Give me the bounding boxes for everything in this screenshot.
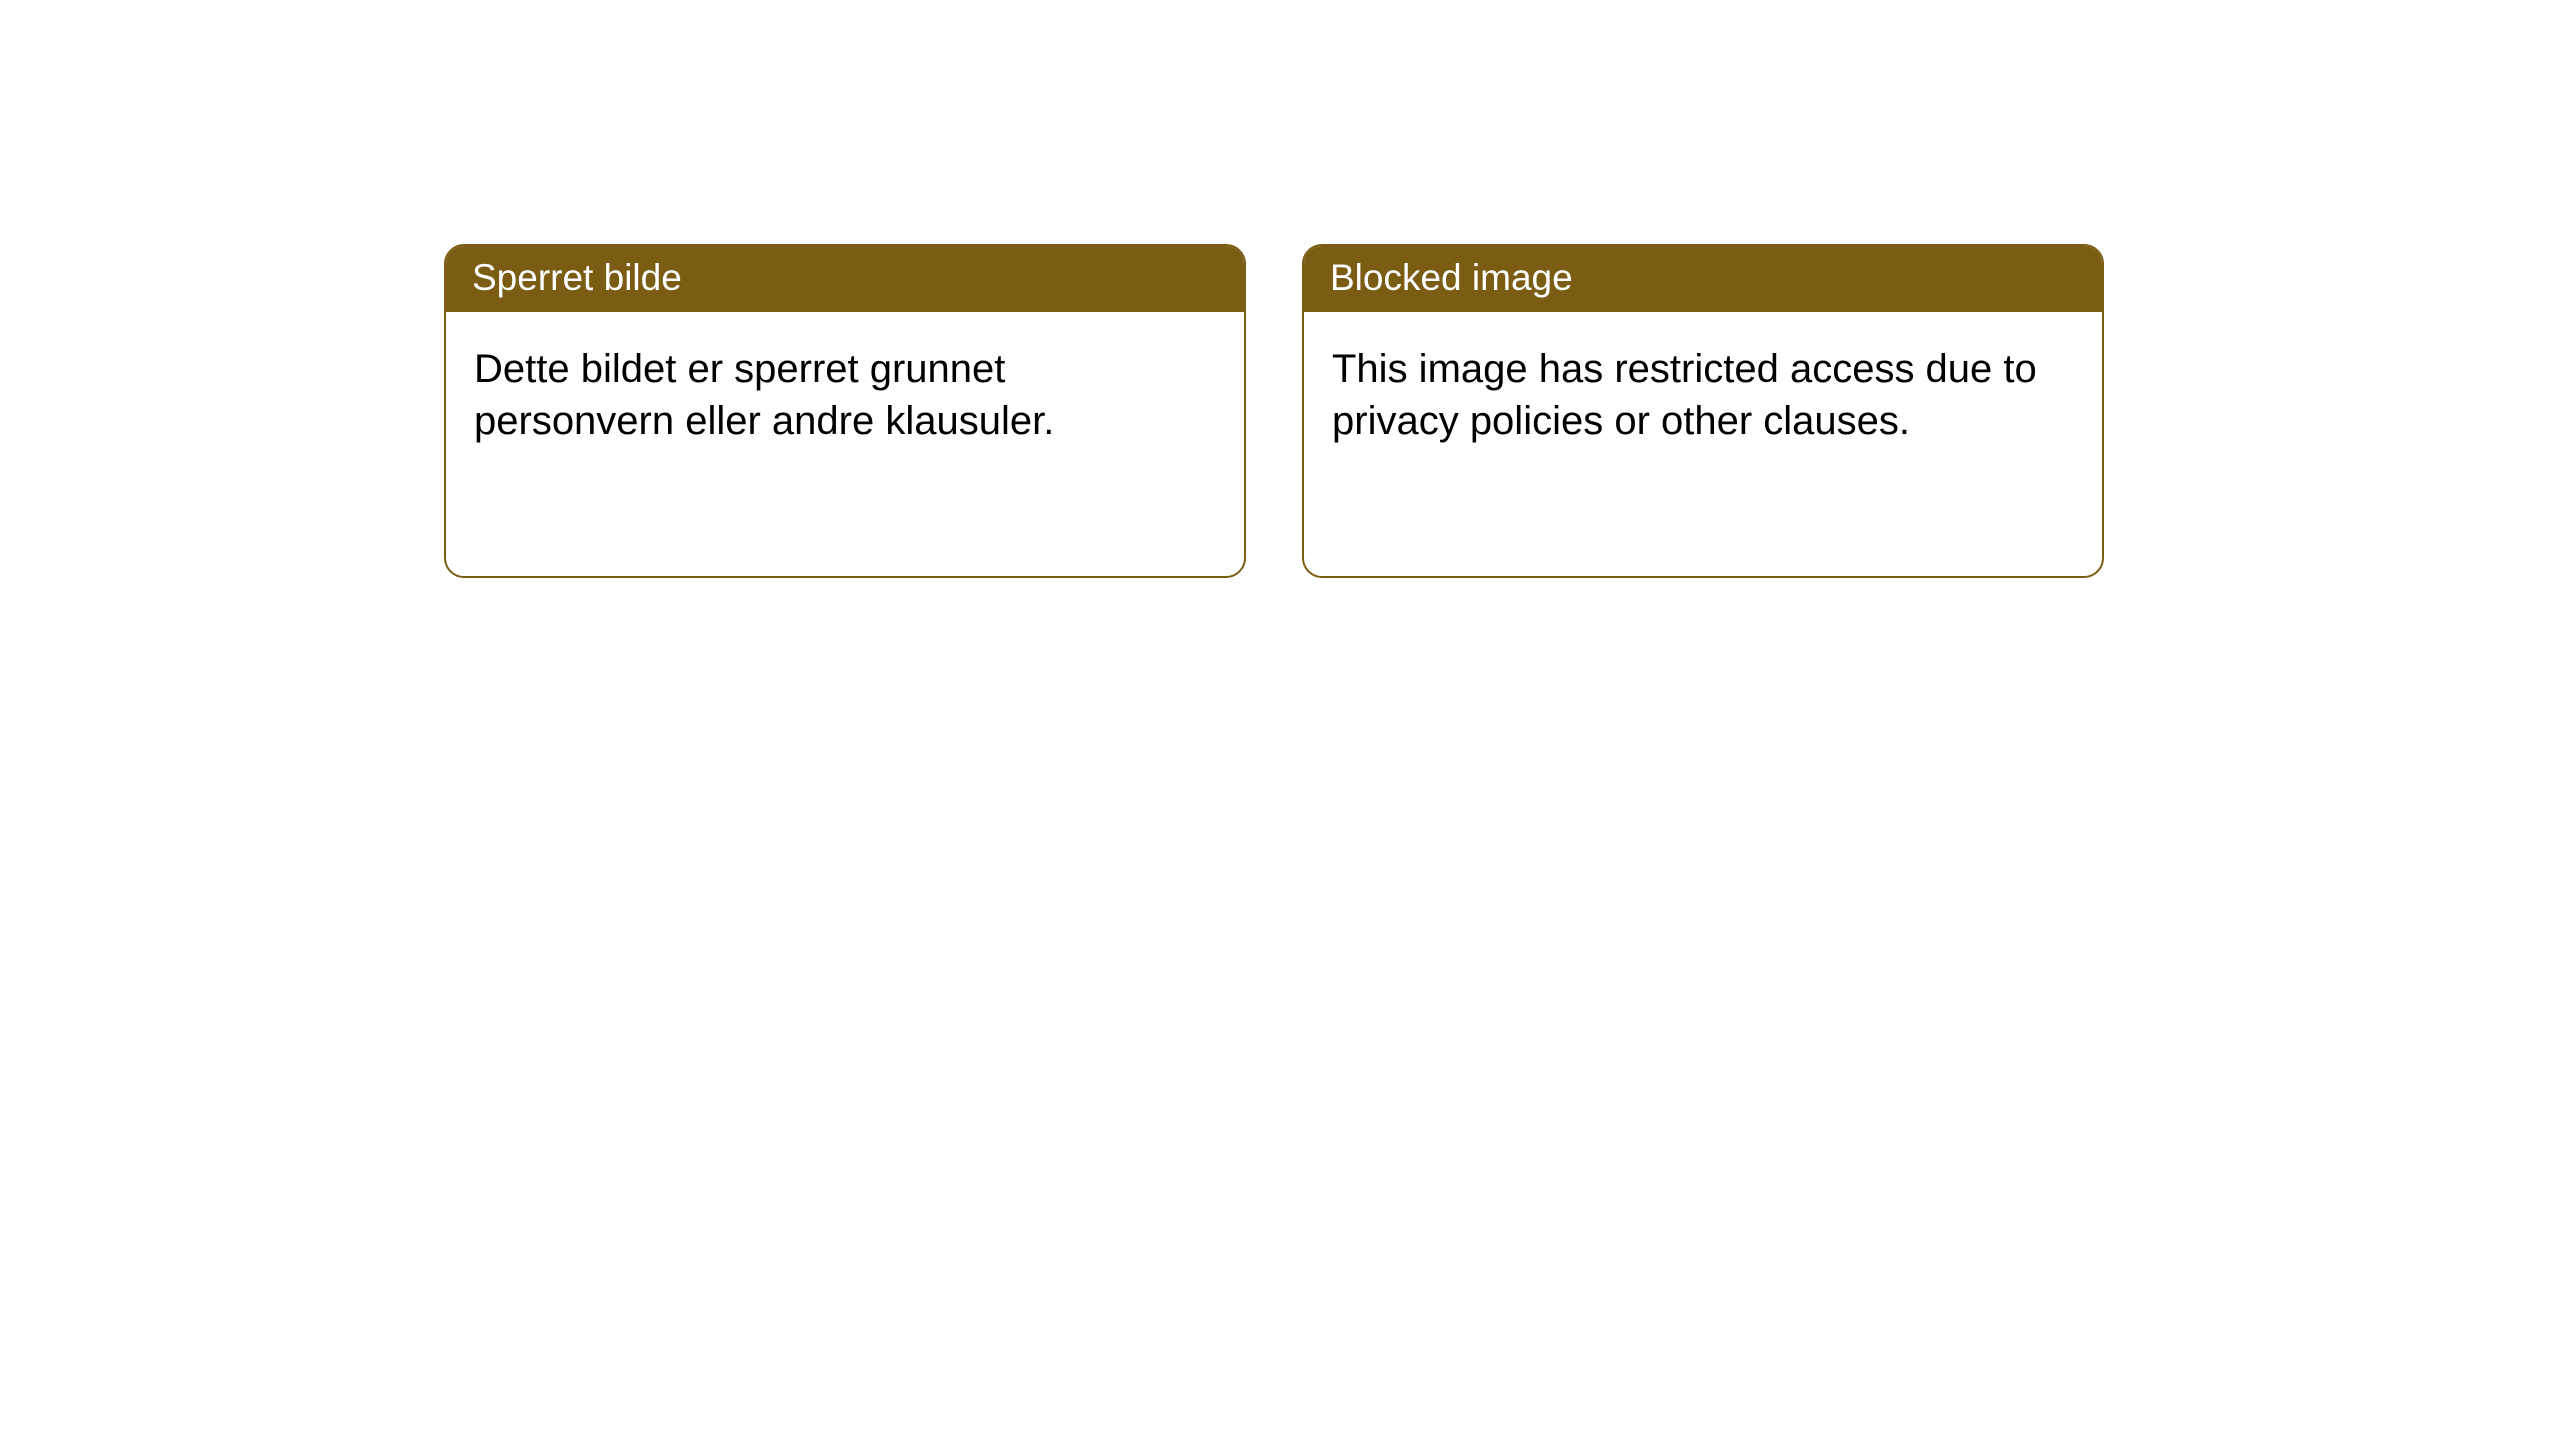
card-body: This image has restricted access due to … [1304,312,2102,478]
card-header: Sperret bilde [446,246,1244,312]
card-body-text: This image has restricted access due to … [1332,347,2037,442]
card-title: Blocked image [1330,257,1573,298]
card-title: Sperret bilde [472,257,682,298]
card-body-text: Dette bildet er sperret grunnet personve… [474,347,1054,442]
notice-card-norwegian: Sperret bilde Dette bildet er sperret gr… [444,244,1246,578]
card-header: Blocked image [1304,246,2102,312]
notice-card-english: Blocked image This image has restricted … [1302,244,2104,578]
notice-cards-container: Sperret bilde Dette bildet er sperret gr… [0,0,2560,578]
card-body: Dette bildet er sperret grunnet personve… [446,312,1244,478]
